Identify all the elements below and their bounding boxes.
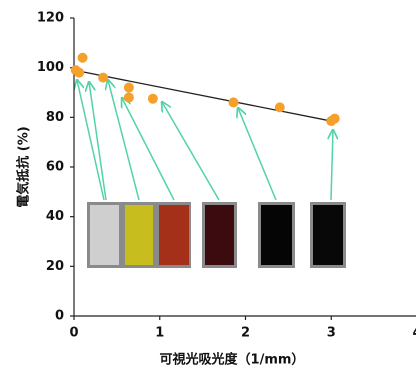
point xyxy=(275,102,285,112)
y-axis-label: 電気抵抗 (%) xyxy=(16,126,32,207)
y-tick-label: 20 xyxy=(46,259,64,274)
sample-photos xyxy=(87,202,346,268)
y-tick-label: 40 xyxy=(46,209,64,224)
point xyxy=(124,83,134,93)
y-tick-label: 100 xyxy=(37,60,64,75)
y-tick-label: 0 xyxy=(55,309,64,324)
point xyxy=(124,92,134,102)
y-tick-label: 60 xyxy=(46,160,64,175)
x-axis-label: 可視光吸光度（1/mm） xyxy=(160,352,305,368)
point xyxy=(330,114,340,124)
x-tick-label: 3 xyxy=(327,326,336,341)
arrows xyxy=(77,80,333,200)
x-tick-label: 0 xyxy=(69,326,78,341)
point xyxy=(148,94,158,104)
x-tick-label: 2 xyxy=(241,326,250,341)
point xyxy=(78,53,88,63)
y-tick-label: 80 xyxy=(46,110,64,125)
x-tick-label: 1 xyxy=(155,326,164,341)
point xyxy=(98,73,108,83)
point xyxy=(228,97,238,107)
point xyxy=(74,68,84,78)
x-tick-label: 4 xyxy=(412,326,416,341)
chart: 可視光吸光度（1/mm） 電気抵抗 (%) 0 20 40 60 80 100 120 0 1 2… xyxy=(0,0,416,370)
y-tick-label: 120 xyxy=(37,11,64,26)
